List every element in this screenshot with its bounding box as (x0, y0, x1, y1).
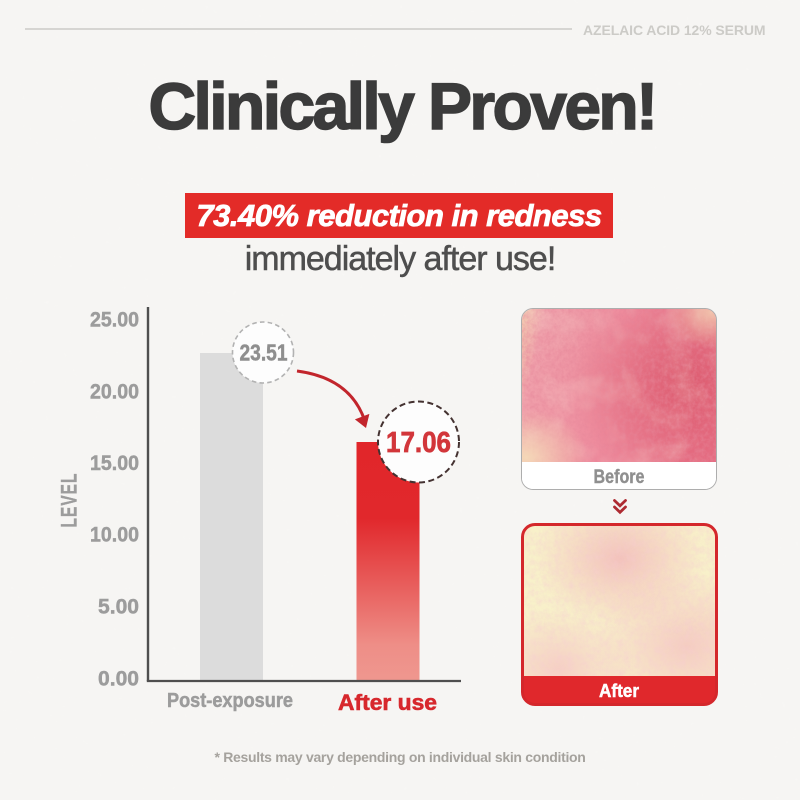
svg-text:0.00: 0.00 (98, 667, 139, 691)
svg-text:5.00: 5.00 (98, 595, 139, 619)
svg-text:10.00: 10.00 (90, 523, 139, 547)
svg-text:After: After (599, 681, 639, 701)
svg-text:After use: After use (338, 690, 437, 715)
svg-text:25.00: 25.00 (90, 308, 139, 332)
svg-text:23.51: 23.51 (240, 340, 288, 366)
svg-text:Before: Before (594, 467, 645, 488)
svg-text:17.06: 17.06 (386, 427, 451, 459)
svg-text:Post-exposure: Post-exposure (167, 690, 293, 712)
svg-text:LEVEL: LEVEL (57, 473, 82, 528)
svg-text:15.00: 15.00 (90, 451, 139, 475)
svg-text:20.00: 20.00 (90, 380, 139, 404)
